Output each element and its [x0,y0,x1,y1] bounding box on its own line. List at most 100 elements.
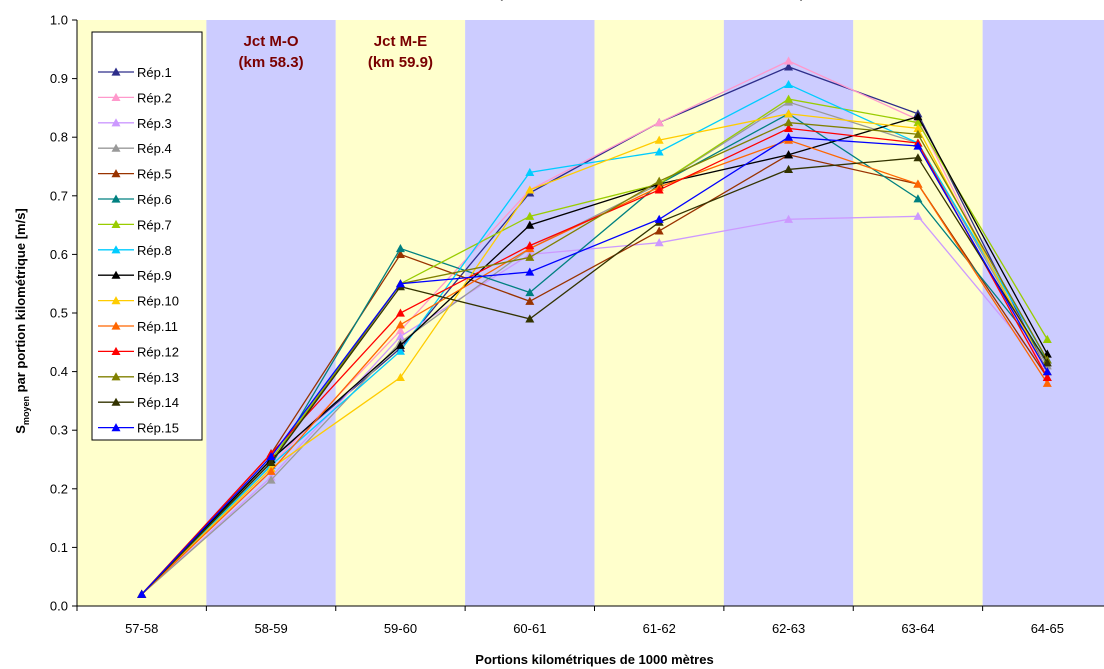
data-point [784,109,794,118]
band-annotation-line: (km 58.3) [239,54,304,71]
legend: Rép.1 Rép.2 Rép.3 Rép.4 Rép.5 Rép.6 Rép.7 Rép.8… [91,31,203,441]
y-label-main: S [13,425,28,434]
y-tick-label: 0.4 [50,364,68,379]
legend-marker [111,245,121,254]
legend-marker [111,346,121,355]
band-64-65 [982,20,1104,606]
chart-title: p ) [500,0,804,1]
data-point [913,194,923,203]
data-point [395,244,405,253]
legend-marker [111,194,121,203]
legend-marker [111,372,121,381]
data-point [784,164,794,174]
data-point [913,179,923,188]
legend-label: Rép.10 [137,294,179,309]
data-point [784,214,794,223]
legend-label: Rép.15 [137,421,179,436]
band-annotation-line: Jct M-O [244,33,299,50]
legend-item: Rép.10 [98,294,179,309]
data-point [913,112,923,121]
data-point [654,135,664,144]
data-point [395,346,405,355]
x-tick-label: 62-63 [772,621,805,636]
legend-marker [111,219,121,228]
legend-marker [111,169,121,178]
data-point [913,118,923,127]
legend-item: Rép.13 [98,370,179,385]
x-tick-label: 64-65 [1031,621,1064,636]
legend-label: Rép.12 [137,344,179,359]
data-point [525,314,535,323]
y-tick-label: 0.2 [50,481,68,496]
band-62-63 [723,20,854,606]
legend-item: Rép.8 [98,243,172,258]
legend-item: Rép.12 [98,344,179,359]
y-tick-label: 0.1 [50,540,68,555]
legend-marker [111,296,121,305]
x-tick-label: 58-59 [254,621,287,636]
series-line [141,101,1048,595]
data-point [525,252,535,261]
series-line [141,115,1048,595]
data-point [395,340,405,349]
data-point [395,331,405,341]
y-tick-label: 1.0 [50,13,68,28]
legend-label: Rép.13 [137,370,179,385]
band-annotation-line: (km 59.9) [368,54,433,71]
band-61-62 [594,20,724,606]
background-bands [77,20,1104,606]
data-point [913,129,923,138]
legend-item: Rép.6 [98,192,172,207]
data-point [654,185,664,194]
data-point [784,132,794,141]
y-label-sub: moyen [21,396,31,425]
x-tick-label: 60-61 [513,621,546,636]
data-point [1042,378,1052,387]
legend-label: Rép.5 [137,167,172,182]
band-annotation-line: Jct M-E [374,33,427,50]
legend-item: Rép.1 [98,65,172,80]
data-point [654,238,664,247]
data-point [395,372,405,382]
x-tick-label: 57-58 [125,621,158,636]
legend-item: Rép.11 [98,319,178,334]
data-point [137,589,147,598]
data-point [654,176,664,185]
data-point [395,279,405,288]
legend-label: Rép.8 [137,243,172,258]
legend-marker [111,92,121,101]
legend-label: Rép.3 [137,116,172,131]
data-point [395,308,405,317]
data-point [395,249,405,258]
data-point [395,320,405,329]
x-axis-label: Portions kilométriques de 1000 mètres [475,652,713,667]
legend-marker [111,143,121,152]
legend-marker [111,397,121,406]
legend-label: Rép.1 [137,65,172,80]
x-tick-label: 61-62 [643,621,676,636]
data-point [784,118,794,127]
data-point [266,457,276,467]
series-line [141,154,1048,595]
legend-label: Rép.11 [137,319,178,334]
data-point [784,79,794,89]
legend-label: Rép.9 [137,268,172,283]
data-point [1042,367,1052,376]
x-tick-label: 63-64 [901,621,934,636]
title-close: ) [800,0,804,1]
data-point [784,62,794,71]
y-tick-label: 0.5 [50,306,68,321]
legend-item: Rép.14 [98,395,179,410]
y-tick-label: 0.7 [50,188,68,203]
data-point [913,153,923,162]
y-tick-label: 0.8 [50,130,68,145]
data-point [266,452,276,461]
y-axis-label-text: Smoyen par portion kilométrique [m/s] [13,208,31,433]
data-point [913,123,923,133]
legend-label: Rép.14 [137,395,179,410]
data-point [395,326,405,335]
data-point [525,167,535,176]
y-axis-label: Smoyen par portion kilométrique [m/s] [13,208,31,433]
legend-item: Rép.5 [98,167,172,182]
